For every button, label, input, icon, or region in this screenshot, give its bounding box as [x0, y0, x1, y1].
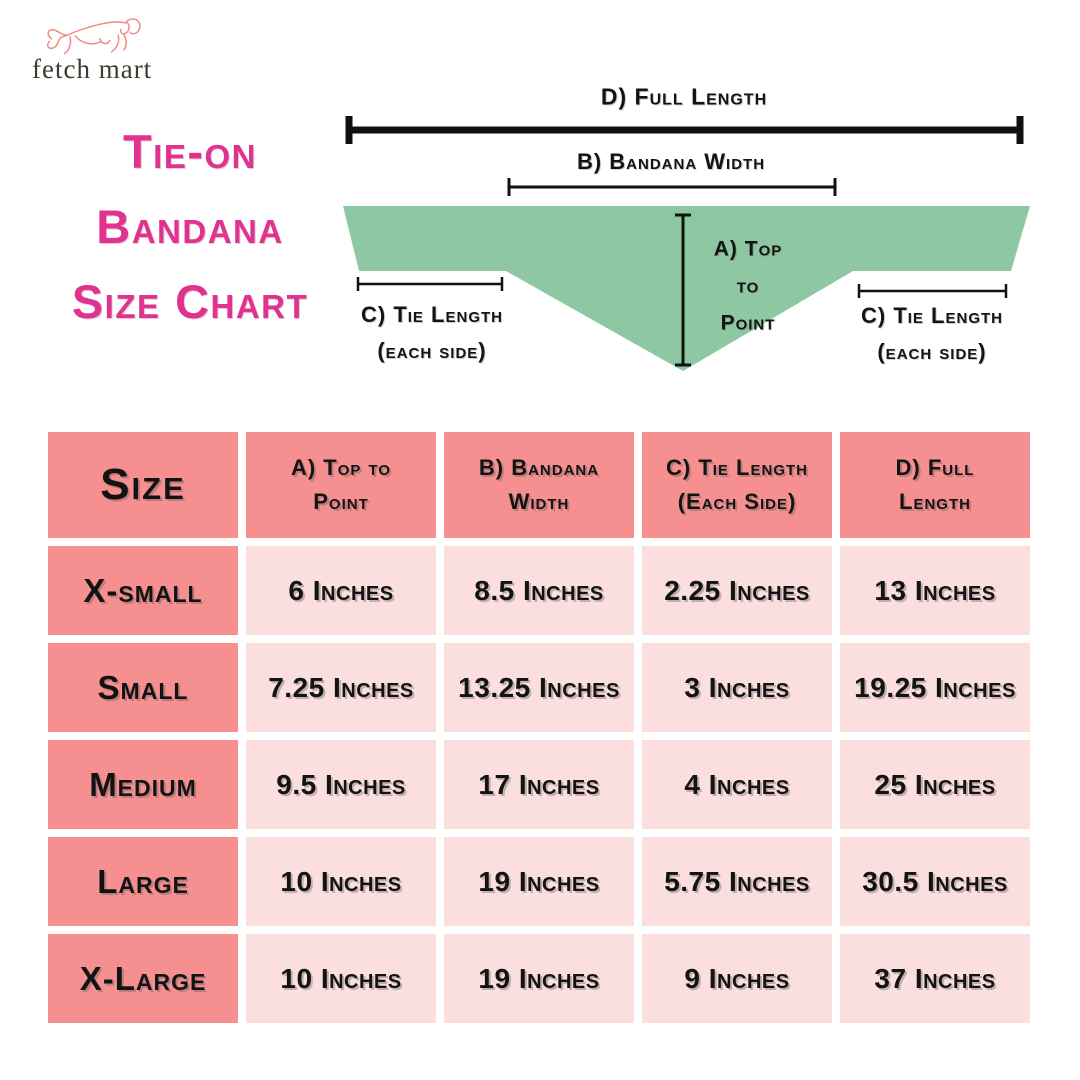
tie-length-label-line: (each side) — [377, 338, 487, 363]
value-label: 9 Inches — [684, 962, 790, 994]
header-cell-top-to-point: A) Top to Point — [246, 432, 436, 538]
size-table: Size A) Top to Point B) Bandana Width C)… — [48, 432, 1030, 1023]
value-label: 19 Inches — [478, 865, 600, 897]
value-cell: 9.5 Inches — [246, 740, 436, 829]
value-label: 30.5 Inches — [862, 865, 1008, 897]
value-label: 4 Inches — [684, 768, 790, 800]
value-cell: 25 Inches — [840, 740, 1030, 829]
header-cell-full-length: D) Full Length — [840, 432, 1030, 538]
value-cell: 17 Inches — [444, 740, 634, 829]
size-label: Small — [97, 668, 189, 706]
size-label: Medium — [89, 765, 197, 803]
header-label-line: D) Full — [895, 455, 975, 480]
value-label: 3 Inches — [684, 671, 790, 703]
size-label: Large — [97, 862, 189, 900]
value-cell: 19.25 Inches — [840, 643, 1030, 732]
full-length-measure-line — [345, 116, 1024, 144]
title-line-3: Size Chart — [71, 275, 309, 328]
tie-length-label-right: C) Tie Length (each side) — [861, 298, 1003, 370]
header-label: Size — [100, 460, 186, 509]
value-label: 37 Inches — [874, 962, 996, 994]
brand-name: fetch mart — [32, 54, 153, 84]
value-cell: 7.25 Inches — [246, 643, 436, 732]
dog-line-art-icon — [46, 18, 141, 55]
value-cell: 37 Inches — [840, 934, 1030, 1023]
value-label: 19.25 Inches — [854, 671, 1016, 703]
value-cell: 30.5 Inches — [840, 837, 1030, 926]
value-label: 7.25 Inches — [268, 671, 414, 703]
value-label: 17 Inches — [478, 768, 600, 800]
size-cell-large: Large — [48, 837, 238, 926]
value-cell: 5.75 Inches — [642, 837, 832, 926]
value-label: 10 Inches — [280, 962, 402, 994]
tie-length-label-line: C) Tie Length — [861, 303, 1003, 328]
value-label: 19 Inches — [478, 962, 600, 994]
header-label-line: Point — [313, 489, 369, 514]
header-label-line: B) Bandana — [478, 455, 600, 480]
header-cell-bandana-width: B) Bandana Width — [444, 432, 634, 538]
top-to-point-label-line: Point — [720, 311, 776, 335]
value-cell: 9 Inches — [642, 934, 832, 1023]
top-to-point-measure-line — [675, 213, 691, 367]
value-cell: 2.25 Inches — [642, 546, 832, 635]
tie-length-right-measure-line — [857, 284, 1008, 298]
bandana-width-label: B) Bandana Width — [576, 149, 766, 174]
value-label: 2.25 Inches — [664, 574, 810, 606]
bandana-shape — [343, 206, 1030, 371]
header-label-line: C) Tie Length — [666, 455, 808, 480]
value-label: 9.5 Inches — [276, 768, 406, 800]
value-cell: 13 Inches — [840, 546, 1030, 635]
size-cell-small: Small — [48, 643, 238, 732]
value-cell: 10 Inches — [246, 934, 436, 1023]
header-label-line: A) Top to — [290, 455, 392, 480]
value-label: 5.75 Inches — [664, 865, 810, 897]
title-line-2: Bandana — [96, 200, 284, 253]
value-cell: 4 Inches — [642, 740, 832, 829]
header-label-line: Length — [899, 489, 971, 514]
size-label: X-Large — [79, 959, 207, 997]
title-line-1: Tie-on — [122, 125, 258, 178]
value-cell: 19 Inches — [444, 934, 634, 1023]
page-title: Tie-on Bandana Size Chart — [16, 114, 364, 339]
value-cell: 13.25 Inches — [444, 643, 634, 732]
bandana-width-measure-line — [507, 178, 837, 196]
value-label: 25 Inches — [874, 768, 996, 800]
header-cell-tie-length: C) Tie Length (Each Side) — [642, 432, 832, 538]
top-to-point-label-line: to — [736, 274, 760, 298]
value-label: 10 Inches — [280, 865, 402, 897]
header-label-line: Width — [508, 489, 570, 514]
value-label: 13.25 Inches — [458, 671, 620, 703]
value-label: 13 Inches — [874, 574, 996, 606]
header-label-line: (Each Side) — [677, 489, 797, 514]
top-to-point-label: A) Top to Point — [714, 231, 783, 342]
value-cell: 3 Inches — [642, 643, 832, 732]
top-to-point-label-line: A) Top — [713, 237, 783, 261]
value-cell: 10 Inches — [246, 837, 436, 926]
value-cell: 19 Inches — [444, 837, 634, 926]
tie-length-label-left: C) Tie Length (each side) — [361, 297, 503, 369]
value-label: 6 Inches — [288, 574, 394, 606]
size-cell-x-small: X-small — [48, 546, 238, 635]
value-label: 8.5 Inches — [474, 574, 604, 606]
size-cell-medium: Medium — [48, 740, 238, 829]
value-cell: 6 Inches — [246, 546, 436, 635]
tie-length-label-line: (each side) — [877, 339, 987, 364]
header-cell-size: Size — [48, 432, 238, 538]
tie-length-label-line: C) Tie Length — [361, 302, 503, 327]
tie-length-left-measure-line — [356, 277, 504, 291]
size-cell-x-large: X-Large — [48, 934, 238, 1023]
full-length-label: D) Full Length — [600, 83, 768, 110]
size-label: X-small — [83, 571, 203, 609]
value-cell: 8.5 Inches — [444, 546, 634, 635]
